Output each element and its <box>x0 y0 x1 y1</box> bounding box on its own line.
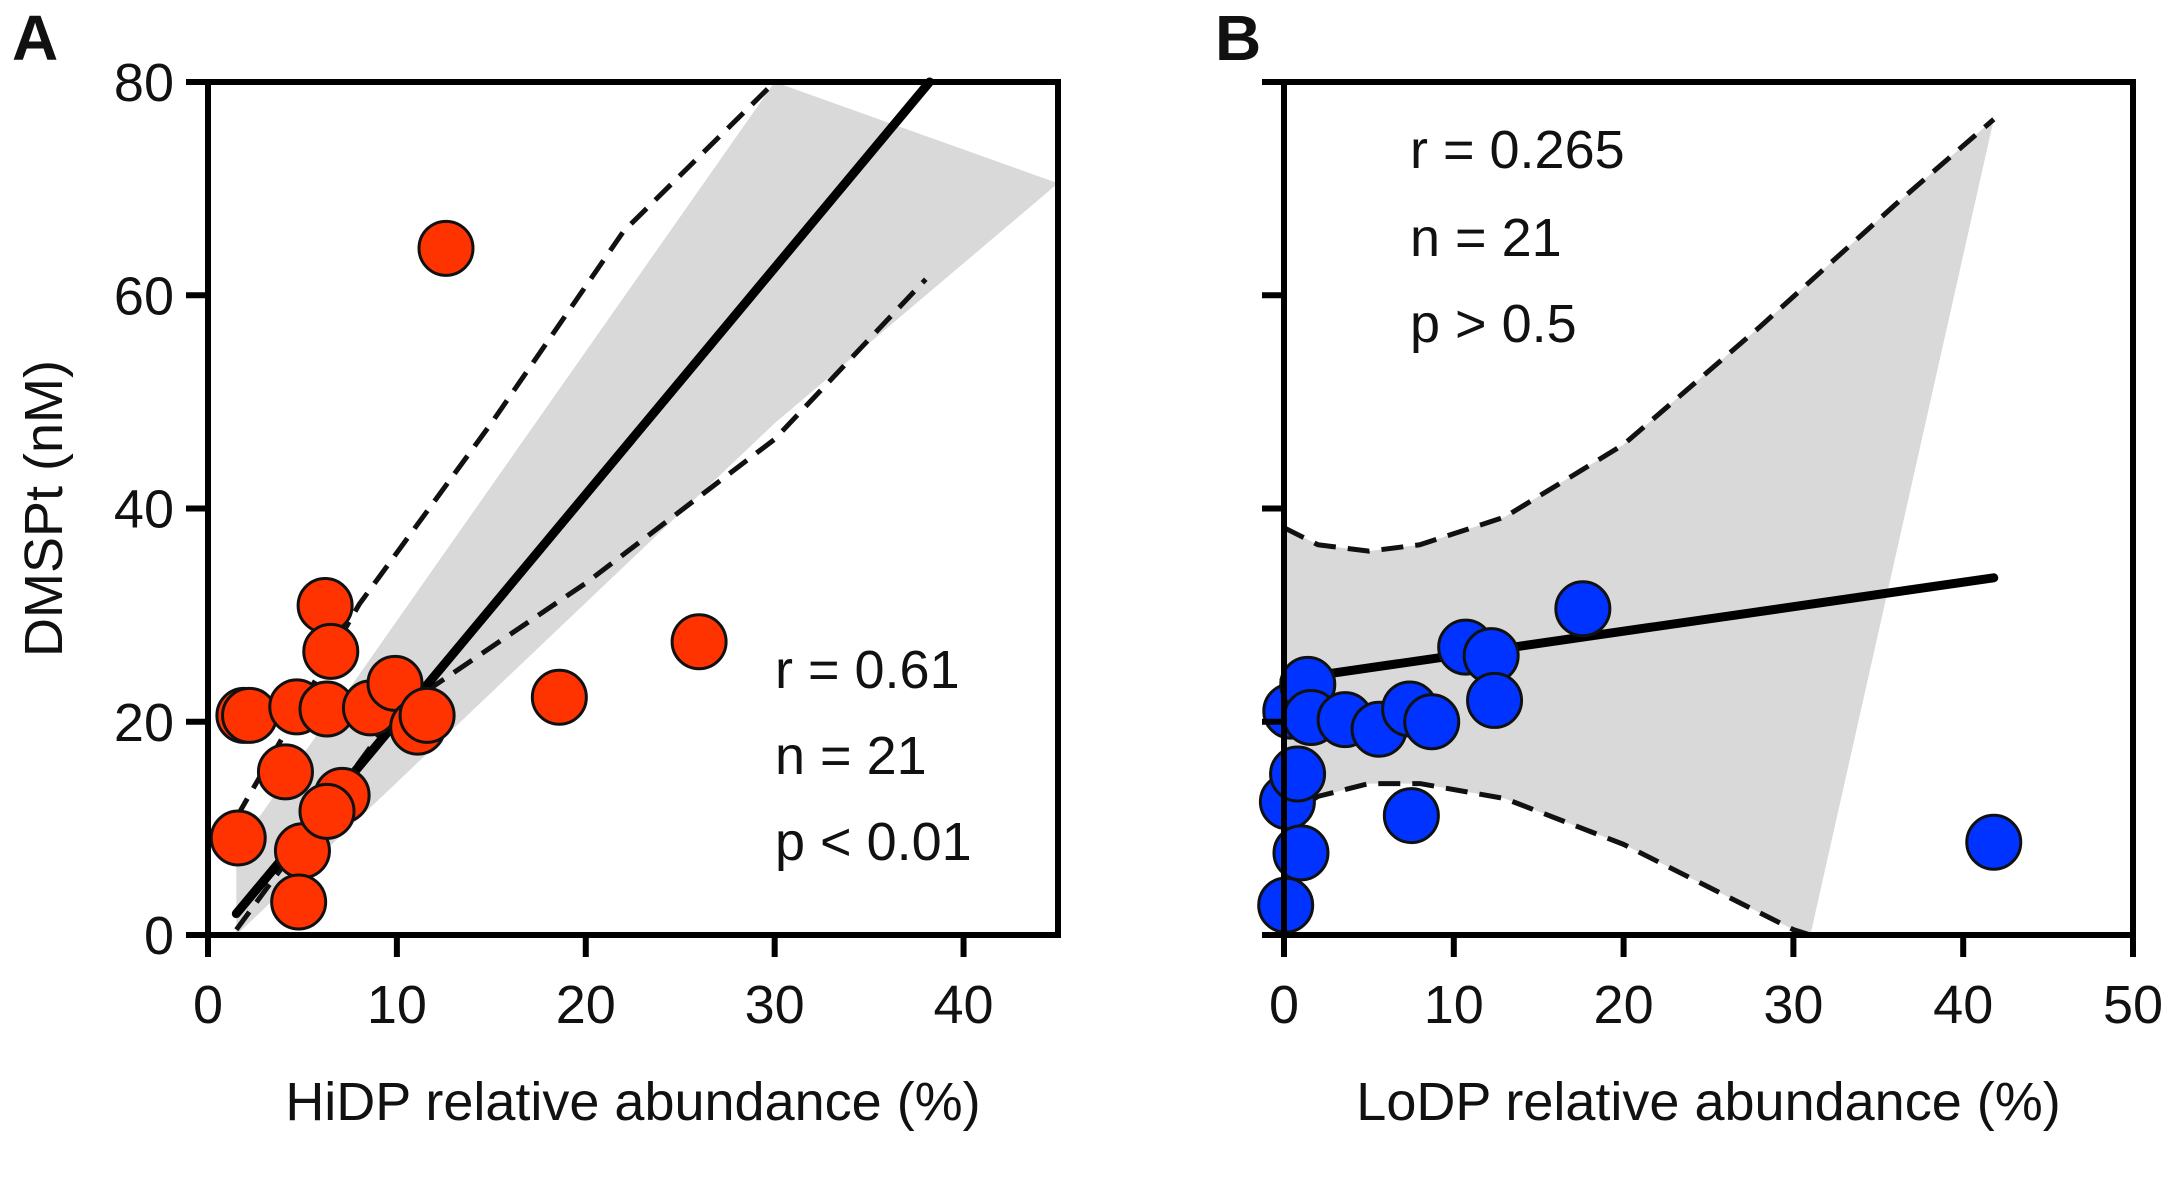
x-tick-label: 40 <box>1933 975 1993 1035</box>
data-point <box>302 622 360 680</box>
panel-b: B 0 10 20 30 40 50 LoDP relative abundance (%)… <box>1215 2 2163 1132</box>
panel-a: A 0 10 20 30 40 0 20 40 60 80 HiDP relative abunda… <box>12 2 1061 1132</box>
x-tick-label: 20 <box>556 975 616 1035</box>
x-tick-label: 0 <box>1269 975 1299 1035</box>
data-point <box>1269 745 1327 803</box>
confidence-band <box>1284 119 1994 936</box>
data-point <box>1466 671 1524 729</box>
stat-annotation: r = 0.265 <box>1410 120 1625 180</box>
confidence-band-upper <box>1282 117 1996 554</box>
y-tick-label: 20 <box>114 693 174 753</box>
data-point <box>670 613 728 671</box>
data-point <box>1965 813 2023 871</box>
x-tick-label: 40 <box>934 975 994 1035</box>
regression-line <box>1279 573 1999 685</box>
data-point <box>298 782 356 840</box>
stat-annotation: p < 0.01 <box>775 812 972 872</box>
stat-annotation: n = 21 <box>775 726 927 786</box>
data-point <box>1403 693 1461 751</box>
stat-annotation: n = 21 <box>1410 208 1562 268</box>
panel-a-letter: A <box>12 2 58 74</box>
data-point <box>417 219 475 277</box>
x-tick-label: 10 <box>367 975 427 1035</box>
x-tick-label: 30 <box>745 975 805 1035</box>
data-point <box>1382 787 1440 845</box>
x-tick-label: 50 <box>2103 975 2163 1035</box>
data-point <box>270 873 328 931</box>
data-point <box>530 668 588 726</box>
y-axis-title: DMSPt (nM) <box>14 360 74 657</box>
x-axis-title: LoDP relative abundance (%) <box>1356 1072 2060 1132</box>
data-point <box>256 743 314 801</box>
x-tick-label: 20 <box>1594 975 1654 1035</box>
data-point <box>221 686 279 744</box>
x-tick-label: 10 <box>1424 975 1484 1035</box>
y-tick-label: 80 <box>114 53 174 113</box>
x-tick-label: 0 <box>193 975 223 1035</box>
data-point <box>1554 580 1612 638</box>
data-point <box>209 809 267 867</box>
y-tick-label: 60 <box>114 266 174 326</box>
x-axis-title: HiDP relative abundance (%) <box>285 1072 980 1132</box>
confidence-band-lower <box>1282 781 1812 938</box>
stat-annotation: r = 0.61 <box>775 640 960 700</box>
data-point <box>398 686 456 744</box>
panel-b-letter: B <box>1215 2 1261 74</box>
stat-annotation: p > 0.5 <box>1410 294 1577 354</box>
y-tick-label: 0 <box>144 906 174 966</box>
x-tick-label: 30 <box>1763 975 1823 1035</box>
y-tick-label: 40 <box>114 480 174 540</box>
data-point <box>1272 824 1330 882</box>
